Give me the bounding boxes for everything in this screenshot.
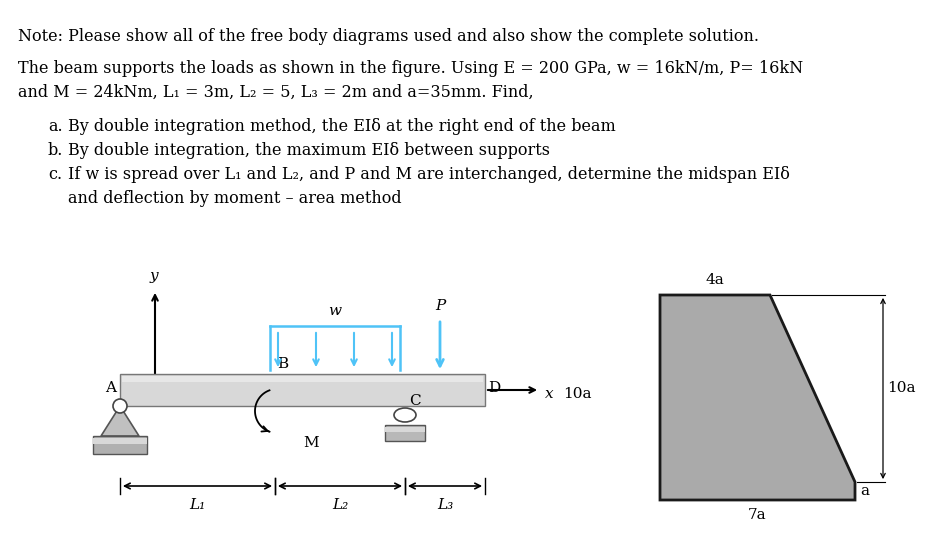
Text: C: C [408,394,420,408]
Bar [120,374,485,406]
Text: b.: b. [48,142,64,159]
Text: L₂: L₂ [331,498,348,512]
Text: A: A [105,381,116,395]
Text: 10a: 10a [886,381,914,396]
Text: 7a: 7a [747,508,766,522]
Bar [385,425,425,441]
Text: P: P [434,299,445,313]
Text: c.: c. [48,166,62,183]
Text: and deflection by moment – area method: and deflection by moment – area method [68,190,402,207]
Text: L₃: L₃ [436,498,453,512]
Polygon shape [659,295,854,500]
Text: and M = 24kNm, L₁ = 3m, L₂ = 5, L₃ = 2m and a=35mm. Find,: and M = 24kNm, L₁ = 3m, L₂ = 5, L₃ = 2m … [18,84,534,101]
Ellipse shape [393,408,416,422]
Text: The beam supports the loads as shown in the figure. Using E = 200 GPa, w = 16kN/: The beam supports the loads as shown in … [18,60,802,77]
Text: a.: a. [48,118,63,135]
Text: L₁: L₁ [189,498,205,512]
Text: a: a [859,484,868,498]
Text: By double integration, the maximum EIδ between supports: By double integration, the maximum EIδ b… [68,142,549,159]
Polygon shape [101,406,139,436]
Text: x: x [545,387,553,401]
Text: w: w [329,304,341,318]
Text: Note: Please show all of the free body diagrams used and also show the complete : Note: Please show all of the free body d… [18,28,758,45]
Circle shape [113,399,127,413]
Text: 4a: 4a [705,273,724,287]
Bar [385,427,425,432]
Text: y: y [150,269,158,283]
Bar [93,438,147,444]
Bar [93,436,147,454]
Text: D: D [488,381,500,395]
Text: If w is spread over L₁ and L₂, and P and M are interchanged, determine the midsp: If w is spread over L₁ and L₂, and P and… [68,166,789,183]
Text: 10a: 10a [563,387,591,401]
Bar [122,376,482,382]
Text: By double integration method, the EIδ at the right end of the beam: By double integration method, the EIδ at… [68,118,615,135]
Text: B: B [277,357,287,371]
Text: M: M [302,436,318,450]
